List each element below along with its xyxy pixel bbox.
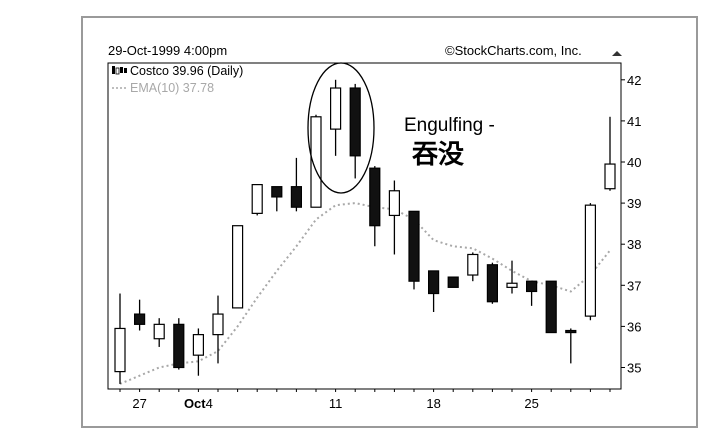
x-tick-label: 11 bbox=[329, 396, 343, 411]
annotation-engulfing: Engulfing - bbox=[404, 115, 495, 136]
candle-bearish bbox=[173, 318, 185, 370]
candle-body bbox=[369, 167, 381, 227]
candle-bearish bbox=[486, 262, 498, 304]
candle-body bbox=[545, 280, 557, 334]
candle-body bbox=[192, 334, 204, 356]
candle-bullish bbox=[212, 295, 224, 364]
chart-source-credit: ©StockCharts.com, Inc. bbox=[445, 43, 582, 58]
legend: Costco 39.96 (Daily) EMA(10) 37.78 bbox=[112, 64, 243, 95]
candle-body bbox=[584, 204, 597, 317]
candle-body bbox=[330, 87, 342, 130]
candle-bearish bbox=[408, 210, 420, 290]
candle-bearish bbox=[565, 328, 577, 364]
y-tick-label: 38 bbox=[627, 237, 641, 252]
candle-bearish bbox=[525, 280, 538, 306]
candle-body bbox=[290, 186, 302, 208]
candle-body bbox=[173, 323, 185, 369]
candle-bullish bbox=[584, 203, 597, 321]
candles bbox=[114, 79, 616, 384]
candle-body bbox=[232, 225, 244, 309]
y-tick-label: 36 bbox=[627, 319, 641, 334]
candle-bullish bbox=[506, 260, 518, 294]
candle-body bbox=[506, 282, 518, 288]
collapse-triangle-icon[interactable] bbox=[612, 51, 622, 56]
candle-bearish bbox=[428, 270, 440, 313]
y-tick-label: 39 bbox=[627, 196, 641, 211]
candle-body bbox=[604, 163, 616, 190]
candle-body bbox=[565, 329, 577, 334]
candle-bullish bbox=[330, 79, 342, 156]
candle-bullish bbox=[114, 293, 126, 384]
candle-bullish bbox=[251, 184, 263, 216]
candle-body bbox=[447, 276, 459, 288]
y-tick-label: 41 bbox=[627, 114, 641, 129]
annotation-chinese: 吞没 bbox=[412, 140, 465, 170]
candle-body bbox=[525, 280, 538, 293]
candle-bearish bbox=[349, 83, 361, 179]
candle-bearish bbox=[134, 299, 146, 331]
candle-body bbox=[408, 210, 420, 282]
candle-body bbox=[271, 186, 283, 198]
candle-bullish bbox=[153, 318, 165, 347]
candle-body bbox=[134, 313, 146, 325]
candle-bullish bbox=[310, 114, 322, 208]
candle-body bbox=[486, 264, 498, 303]
ema10-line bbox=[119, 202, 611, 385]
candle-bearish bbox=[271, 186, 283, 212]
chart-datetime: 29-Oct-1999 4:00pm bbox=[108, 43, 228, 58]
candlestick-legend-icon bbox=[112, 66, 127, 75]
y-tick-label: 42 bbox=[627, 73, 641, 88]
candle-body bbox=[467, 253, 479, 276]
candle-bearish bbox=[290, 157, 302, 212]
candle-bullish bbox=[232, 225, 244, 309]
y-tick-label: 35 bbox=[627, 361, 641, 376]
candle-body bbox=[349, 87, 361, 157]
candle-bullish bbox=[467, 252, 479, 282]
candle-bearish bbox=[447, 276, 459, 288]
candle-bullish bbox=[604, 116, 616, 191]
y-tick-label: 37 bbox=[627, 278, 641, 293]
engulfing-highlight-ellipse bbox=[307, 62, 375, 194]
candle-bullish bbox=[192, 328, 204, 376]
x-tick-label: 18 bbox=[426, 396, 440, 411]
candle-body bbox=[153, 323, 165, 340]
x-tick-label: 25 bbox=[524, 396, 538, 411]
y-tick-label: 40 bbox=[627, 155, 641, 170]
price-legend-label: Costco 39.96 (Daily) bbox=[130, 64, 243, 78]
candle-body bbox=[251, 184, 263, 214]
candle-bullish bbox=[388, 180, 400, 255]
x-tick-label: Oct4 bbox=[184, 396, 213, 411]
candle-bearish bbox=[369, 166, 381, 247]
candle-body bbox=[212, 313, 224, 336]
plot-area-border bbox=[107, 62, 622, 390]
ema-legend-label: EMA(10) 37.78 bbox=[130, 81, 214, 95]
x-axis: 27 Oct4 11 18 25 bbox=[119, 389, 611, 411]
candle-bearish bbox=[545, 280, 557, 334]
x-tick-label: 27 bbox=[132, 396, 146, 411]
candle-body bbox=[428, 270, 440, 295]
candle-body bbox=[388, 190, 400, 217]
candle-body bbox=[310, 116, 322, 208]
y-axis: 35 36 37 38 39 40 41 42 bbox=[621, 73, 641, 376]
candle-body bbox=[114, 327, 126, 373]
